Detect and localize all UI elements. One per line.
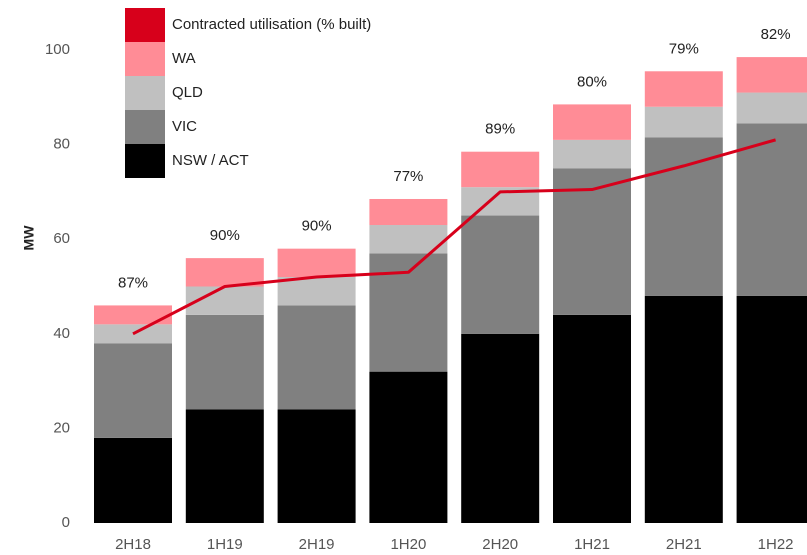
bar-segment bbox=[94, 437, 172, 523]
legend-swatch bbox=[125, 8, 165, 42]
legend-swatch bbox=[125, 76, 165, 110]
bar-segment bbox=[277, 409, 356, 523]
bar-annotation: 90% bbox=[210, 227, 240, 244]
x-tick-label: 1H19 bbox=[207, 536, 243, 553]
bar-segment bbox=[553, 314, 631, 523]
bar-segment bbox=[736, 57, 807, 93]
bar-segment bbox=[553, 168, 631, 315]
bar-segment bbox=[553, 139, 631, 169]
legend-swatch bbox=[125, 144, 165, 178]
bar-segment bbox=[185, 258, 264, 287]
bar-annotation: 77% bbox=[393, 168, 423, 185]
legend-label: Contracted utilisation (% built) bbox=[172, 16, 371, 33]
y-tick-label: 80 bbox=[53, 136, 70, 153]
bar-segment bbox=[736, 123, 807, 296]
bar-segment bbox=[644, 137, 723, 296]
y-tick-label: 100 bbox=[45, 41, 70, 58]
legend-swatch bbox=[125, 110, 165, 144]
x-tick-label: 1H22 bbox=[758, 536, 794, 553]
y-tick-label: 60 bbox=[53, 230, 70, 247]
bar-annotation: 87% bbox=[118, 274, 148, 291]
y-tick-label: 40 bbox=[53, 325, 70, 342]
bar-segment bbox=[94, 305, 172, 325]
line-series bbox=[132, 138, 777, 336]
legend-label: NSW / ACT bbox=[172, 152, 249, 169]
x-tick-label: 2H20 bbox=[482, 536, 518, 553]
bar-segment bbox=[644, 106, 723, 138]
bar-segment bbox=[185, 314, 264, 410]
x-tick-label: 2H21 bbox=[666, 536, 702, 553]
bar-segment bbox=[461, 333, 540, 523]
bar-annotation: 80% bbox=[577, 73, 607, 90]
x-tick-label: 1H21 bbox=[574, 536, 610, 553]
y-axis-title: MW bbox=[21, 225, 37, 251]
x-tick-label: 2H18 bbox=[115, 536, 151, 553]
bar-segment bbox=[736, 92, 807, 124]
bar-annotation: 89% bbox=[485, 121, 515, 138]
legend-swatch bbox=[125, 42, 165, 76]
legend-label: VIC bbox=[172, 118, 197, 135]
bar-annotation: 79% bbox=[669, 40, 699, 57]
x-tick-label: 2H19 bbox=[299, 536, 335, 553]
bar-segment bbox=[277, 248, 356, 278]
bar-segment bbox=[369, 371, 448, 523]
bar-segment bbox=[94, 343, 172, 438]
bar-segment bbox=[185, 409, 264, 523]
bar-segment bbox=[736, 295, 807, 523]
bar-segment bbox=[277, 277, 356, 306]
bar-segment bbox=[461, 151, 540, 188]
bar-segment bbox=[644, 295, 723, 523]
y-tick-label: 20 bbox=[53, 419, 70, 436]
bar-annotation: 82% bbox=[761, 26, 791, 43]
y-tick-label: 0 bbox=[62, 514, 70, 531]
legend-label: QLD bbox=[172, 84, 203, 101]
bar-segment bbox=[461, 215, 540, 334]
x-tick-label: 1H20 bbox=[390, 536, 426, 553]
bar-segment bbox=[369, 198, 448, 226]
bar-segment bbox=[553, 104, 631, 140]
legend-label: WA bbox=[172, 50, 196, 67]
bar-segment bbox=[644, 71, 723, 107]
bar-annotation: 90% bbox=[302, 218, 332, 235]
bar-segment bbox=[277, 305, 356, 410]
